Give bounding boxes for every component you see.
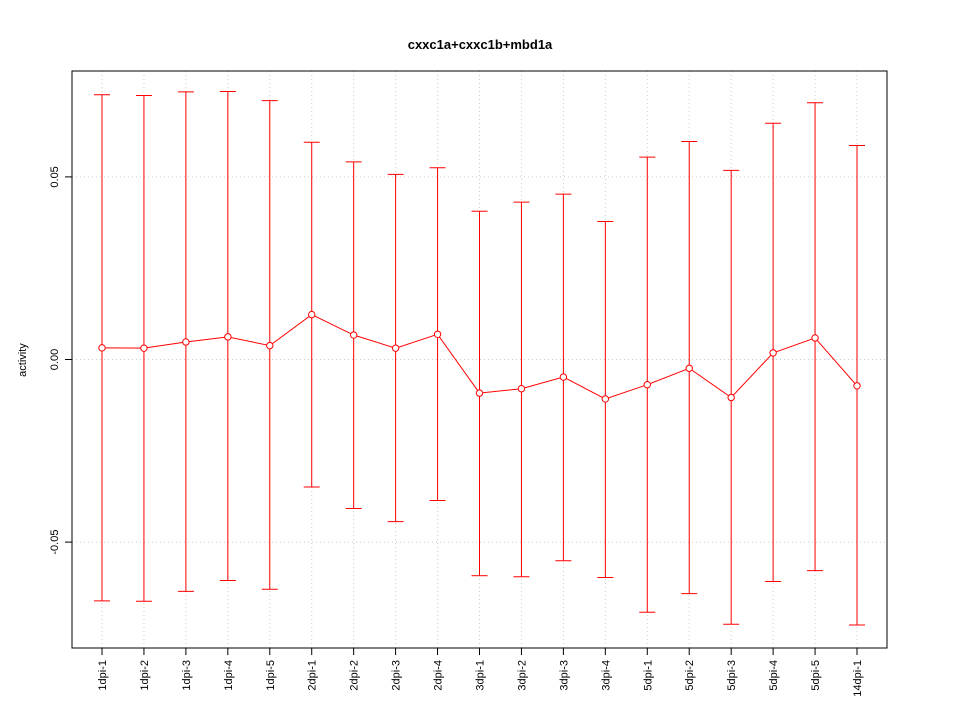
x-tick-label: 14dpi-1 [852, 660, 864, 697]
plot-area [94, 90, 865, 626]
data-point [559, 373, 568, 381]
data-point [601, 395, 610, 403]
data-point [643, 380, 651, 389]
data-point [853, 382, 861, 390]
x-tick-label: 5dpi-5 [810, 660, 822, 691]
x-tick-label: 5dpi-2 [684, 660, 696, 691]
y-tick-label: 0.05 [49, 166, 61, 187]
x-tick-label: 2dpi-2 [349, 660, 361, 691]
x-tick-label: 1dpi-4 [223, 660, 235, 691]
x-tick-label: 1dpi-3 [181, 660, 193, 691]
y-tick-label: 0.00 [49, 349, 61, 370]
data-point [266, 341, 274, 350]
x-tick-label: 2dpi-3 [391, 660, 403, 691]
x-tick-label: 3dpi-2 [516, 660, 528, 691]
data-point [182, 338, 190, 346]
data-point [769, 349, 777, 357]
data-point [391, 344, 400, 352]
x-tick-label: 2dpi-4 [433, 660, 445, 691]
x-tick-label: 1dpi-2 [139, 660, 151, 691]
data-point [685, 364, 693, 372]
x-tick-label: 3dpi-1 [475, 660, 487, 691]
data-point [140, 344, 148, 352]
data-point [349, 331, 358, 339]
x-tick-label: 3dpi-3 [558, 660, 570, 691]
data-point [517, 385, 526, 393]
data-point [727, 393, 735, 402]
axes: -0.05 0.00 0.05 1dpi-1 1dpi-2 1dpi-3 1dpi-4 1dp… [49, 70, 888, 697]
x-tick-label: 5dpi-4 [768, 660, 780, 691]
x-tick-label: 1dpi-1 [97, 660, 109, 691]
data-point [433, 330, 442, 339]
x-tick-label: 5dpi-1 [642, 660, 654, 691]
data-point [224, 333, 232, 341]
data-point [475, 389, 484, 397]
data-point [308, 310, 316, 319]
data-point [811, 334, 819, 342]
x-tick-label: 1dpi-5 [265, 660, 277, 691]
data-point [98, 344, 106, 352]
x-tick-label: 2dpi-1 [307, 660, 319, 691]
x-tick-label: 5dpi-3 [726, 660, 738, 691]
y-tick-label: -0.05 [49, 530, 61, 555]
x-tick-label: 3dpi-4 [600, 660, 612, 691]
chart-title: cxxc1a+cxxc1b+mbd1a [408, 37, 553, 52]
y-axis-label: activity [17, 343, 29, 377]
